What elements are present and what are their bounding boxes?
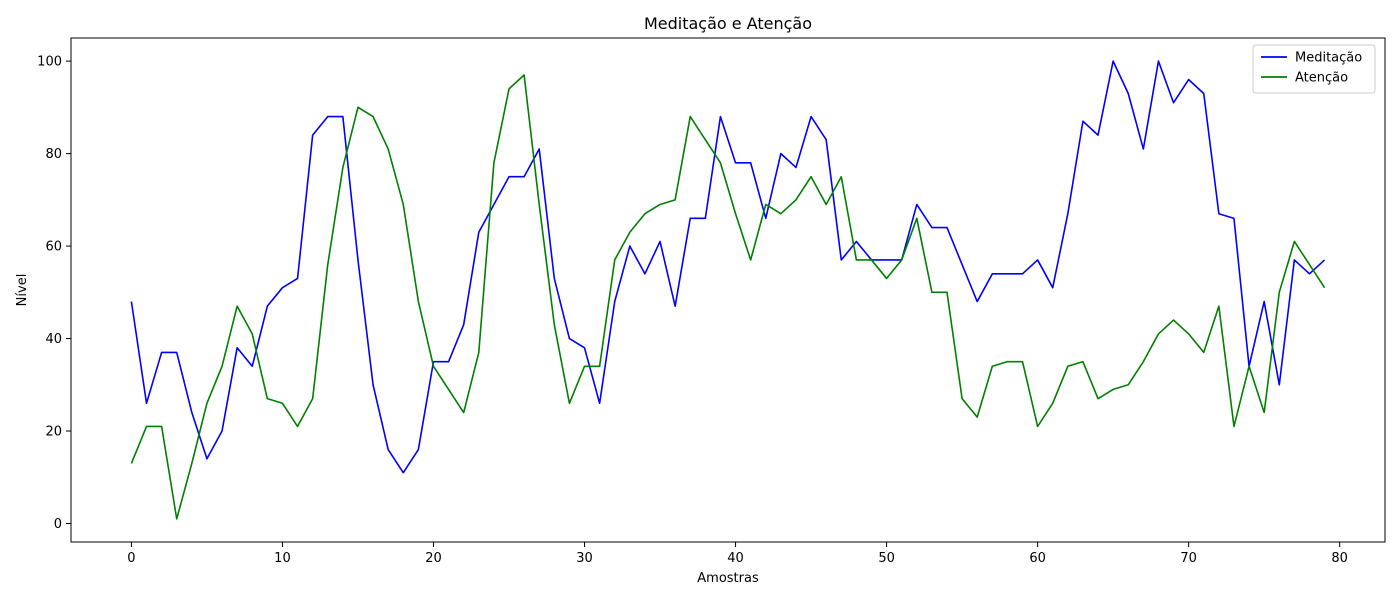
x-tick-label: 30 — [576, 551, 593, 566]
y-tick-label: 100 — [37, 55, 62, 70]
plot-lines — [130, 60, 1326, 520]
x-tick-label: 20 — [425, 551, 442, 566]
y-tick-label: 20 — [45, 425, 62, 440]
series-line-2 — [130, 74, 1326, 520]
x-tick-label: 50 — [878, 551, 895, 566]
legend-label: Atenção — [1295, 71, 1348, 86]
x-tick-label: 80 — [1331, 551, 1348, 566]
x-axis: 0 10 20 30 40 50 60 70 80 — [127, 542, 1348, 566]
x-tick-label: 0 — [127, 551, 135, 566]
x-tick-label: 10 — [274, 551, 291, 566]
y-axis-label: Nível — [15, 274, 30, 307]
x-tick-label: 40 — [727, 551, 744, 566]
y-tick-label: 0 — [54, 517, 62, 532]
series-line-1 — [130, 60, 1326, 474]
legend: Meditação Atenção — [1252, 44, 1376, 94]
legend-label: Meditação — [1295, 51, 1362, 66]
x-axis-label: Amostras — [697, 571, 759, 586]
plot-frame — [70, 37, 1386, 543]
x-tick-label: 60 — [1029, 551, 1046, 566]
chart-title: Meditação e Atenção — [644, 14, 812, 33]
y-tick-label: 40 — [45, 332, 62, 347]
y-tick-label: 60 — [45, 240, 62, 255]
y-axis: 0 20 40 60 80 100 — [37, 55, 71, 532]
x-tick-label: 70 — [1180, 551, 1197, 566]
y-tick-label: 80 — [45, 147, 62, 162]
